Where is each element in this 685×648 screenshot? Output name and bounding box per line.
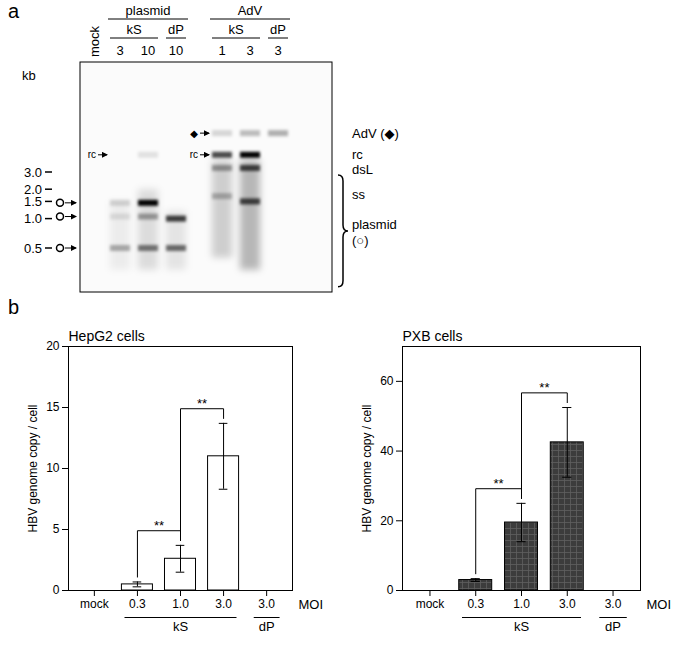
svg-text:kS: kS — [228, 22, 244, 37]
svg-text:3.0: 3.0 — [559, 597, 576, 611]
svg-text:1: 1 — [218, 43, 225, 58]
svg-text:dP: dP — [270, 22, 286, 37]
svg-text:mock: mock — [416, 597, 446, 611]
svg-text:**: ** — [539, 380, 549, 395]
svg-text:kb: kb — [22, 68, 36, 83]
svg-text:HBV genome copy / cell: HBV genome copy / cell — [360, 404, 374, 532]
svg-text:rc: rc — [352, 147, 363, 162]
svg-text:3: 3 — [116, 43, 123, 58]
svg-text:HepG2 cells: HepG2 cells — [69, 328, 145, 344]
svg-text:3.0: 3.0 — [215, 597, 232, 611]
svg-text:mock: mock — [87, 25, 102, 57]
svg-text:20: 20 — [46, 339, 60, 353]
svg-text:plasmid(○): plasmid(○) — [352, 217, 397, 248]
svg-text:1.0: 1.0 — [172, 597, 189, 611]
svg-text:rc: rc — [88, 149, 96, 160]
svg-text:ss: ss — [352, 187, 366, 202]
svg-text:MOI: MOI — [647, 597, 672, 612]
svg-text:dP: dP — [259, 619, 275, 634]
svg-text:kS: kS — [514, 619, 530, 634]
svg-text:1.5: 1.5 — [24, 194, 42, 209]
svg-text:40: 40 — [380, 444, 394, 458]
svg-text:3: 3 — [274, 43, 281, 58]
svg-text:0: 0 — [53, 583, 60, 597]
svg-text:3.0: 3.0 — [258, 597, 275, 611]
svg-text:AdV (◆): AdV (◆) — [352, 126, 399, 141]
svg-text:15: 15 — [46, 400, 60, 414]
svg-text:3.0: 3.0 — [24, 165, 42, 180]
svg-text:1.0: 1.0 — [24, 211, 42, 226]
svg-text:◆: ◆ — [190, 128, 198, 139]
svg-text:dP: dP — [605, 619, 621, 634]
svg-text:**: ** — [154, 518, 164, 533]
svg-text:**: ** — [494, 476, 504, 491]
svg-text:dP: dP — [168, 22, 184, 37]
svg-text:5: 5 — [53, 522, 60, 536]
svg-text:HBV genome copy / cell: HBV genome copy / cell — [26, 404, 40, 532]
svg-text:rc: rc — [190, 149, 198, 160]
svg-text:0.5: 0.5 — [24, 241, 42, 256]
svg-text:dsL: dsL — [352, 162, 373, 177]
svg-text:1.0: 1.0 — [513, 597, 530, 611]
svg-text:a: a — [8, 0, 20, 22]
html-text:b: b — [8, 296, 20, 318]
svg-text:kS: kS — [126, 22, 142, 37]
svg-text:**: ** — [197, 396, 207, 411]
svg-text:60: 60 — [380, 374, 394, 388]
svg-text:0.3: 0.3 — [129, 597, 146, 611]
svg-text:0: 0 — [387, 583, 394, 597]
svg-text:kS: kS — [173, 619, 189, 634]
svg-text:PXB cells: PXB cells — [403, 328, 463, 344]
svg-text:20: 20 — [380, 514, 394, 528]
svg-text:2.0: 2.0 — [23, 181, 42, 197]
svg-text:mock: mock — [80, 597, 110, 611]
svg-text:10: 10 — [169, 43, 183, 58]
svg-text:3: 3 — [246, 43, 253, 58]
svg-text:plasmid: plasmid — [126, 3, 171, 18]
svg-text:AdV: AdV — [238, 3, 263, 18]
svg-text:10: 10 — [46, 461, 60, 475]
svg-text:3.0: 3.0 — [605, 597, 622, 611]
svg-text:10: 10 — [141, 43, 155, 58]
svg-text:MOI: MOI — [299, 597, 324, 612]
svg-text:0.3: 0.3 — [467, 597, 484, 611]
